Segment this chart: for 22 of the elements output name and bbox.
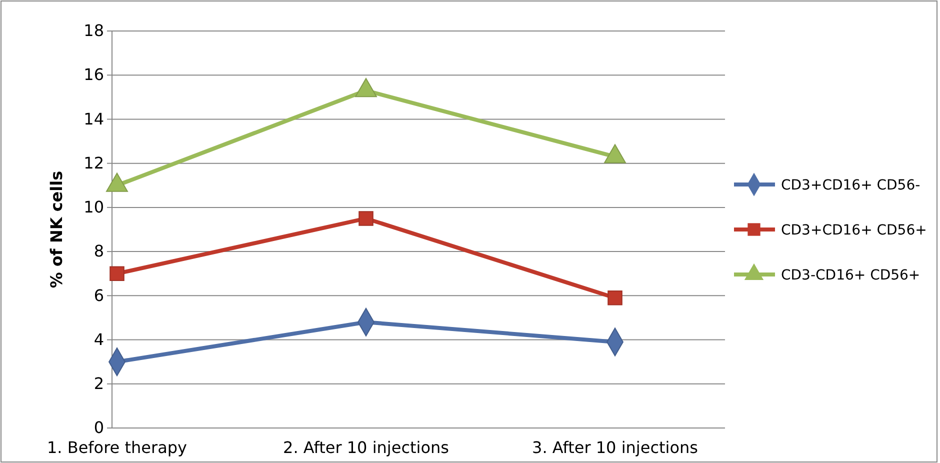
point	[110, 266, 124, 282]
y-tick-label: 2	[94, 374, 104, 394]
x-tick-label: 1. Before therapy	[46, 438, 188, 457]
x-tick-label: 2. After 10 injections	[283, 438, 449, 457]
y-tick-label: 18	[84, 21, 104, 40]
legend-label: CD3-CD16+ CD56+	[781, 268, 920, 284]
y-tick-label: 12	[84, 153, 104, 172]
point	[355, 78, 377, 98]
y-tick-label: 16	[84, 65, 104, 84]
point	[106, 172, 128, 192]
y-tick-label: 14	[84, 109, 104, 128]
y-tick-label: 4	[94, 330, 104, 349]
legend-label: CD3+CD16+ CD56-	[781, 178, 920, 194]
y-tick-label: 8	[94, 242, 104, 261]
legend-label: CD3+CD16+ CD56+	[781, 222, 927, 238]
y-tick-label: 0	[94, 418, 104, 438]
point	[604, 144, 626, 164]
y-tick-label: 6	[94, 286, 104, 305]
x-tick-label: 3. After 10 injections	[532, 438, 698, 457]
y-tick-label: 10	[84, 198, 104, 217]
y-axis-title: % of NK cells	[47, 170, 66, 288]
point	[608, 290, 622, 306]
